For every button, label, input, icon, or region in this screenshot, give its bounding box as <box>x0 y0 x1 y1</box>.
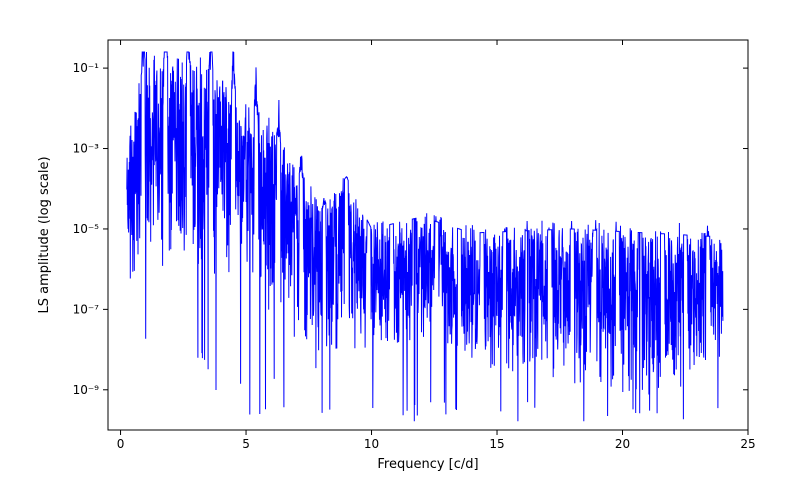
y-tick: 10⁻³ <box>73 142 748 156</box>
figure: 0 5 10 15 20 25 10⁻⁹ 10⁻⁷ 10⁻⁵ 10⁻³ 10⁻¹ Frequenc… <box>0 0 800 500</box>
y-tick-label: 10⁻³ <box>73 142 100 156</box>
y-tick-label: 10⁻⁷ <box>73 302 100 316</box>
x-tick: 0 <box>117 40 125 451</box>
x-tick: 5 <box>242 40 250 451</box>
y-tick: 10⁻⁹ <box>73 383 748 397</box>
x-tick-label: 5 <box>242 437 250 451</box>
y-tick-label: 10⁻¹ <box>73 61 100 75</box>
x-tick-label: 20 <box>615 437 630 451</box>
plot-svg: 0 5 10 15 20 25 10⁻⁹ 10⁻⁷ 10⁻⁵ 10⁻³ 10⁻¹ Frequenc… <box>0 0 800 500</box>
x-axis-label: Frequency [c/d] <box>377 457 478 472</box>
x-tick-label: 15 <box>489 437 504 451</box>
periodogram-line <box>127 52 723 421</box>
x-tick-label: 0 <box>117 437 125 451</box>
x-tick-label: 25 <box>740 437 755 451</box>
x-tick-label: 10 <box>364 437 379 451</box>
y-tick-label: 10⁻⁵ <box>73 222 100 236</box>
y-tick-label: 10⁻⁹ <box>73 383 100 397</box>
y-axis-label: LS amplitude (log scale) <box>37 156 52 313</box>
